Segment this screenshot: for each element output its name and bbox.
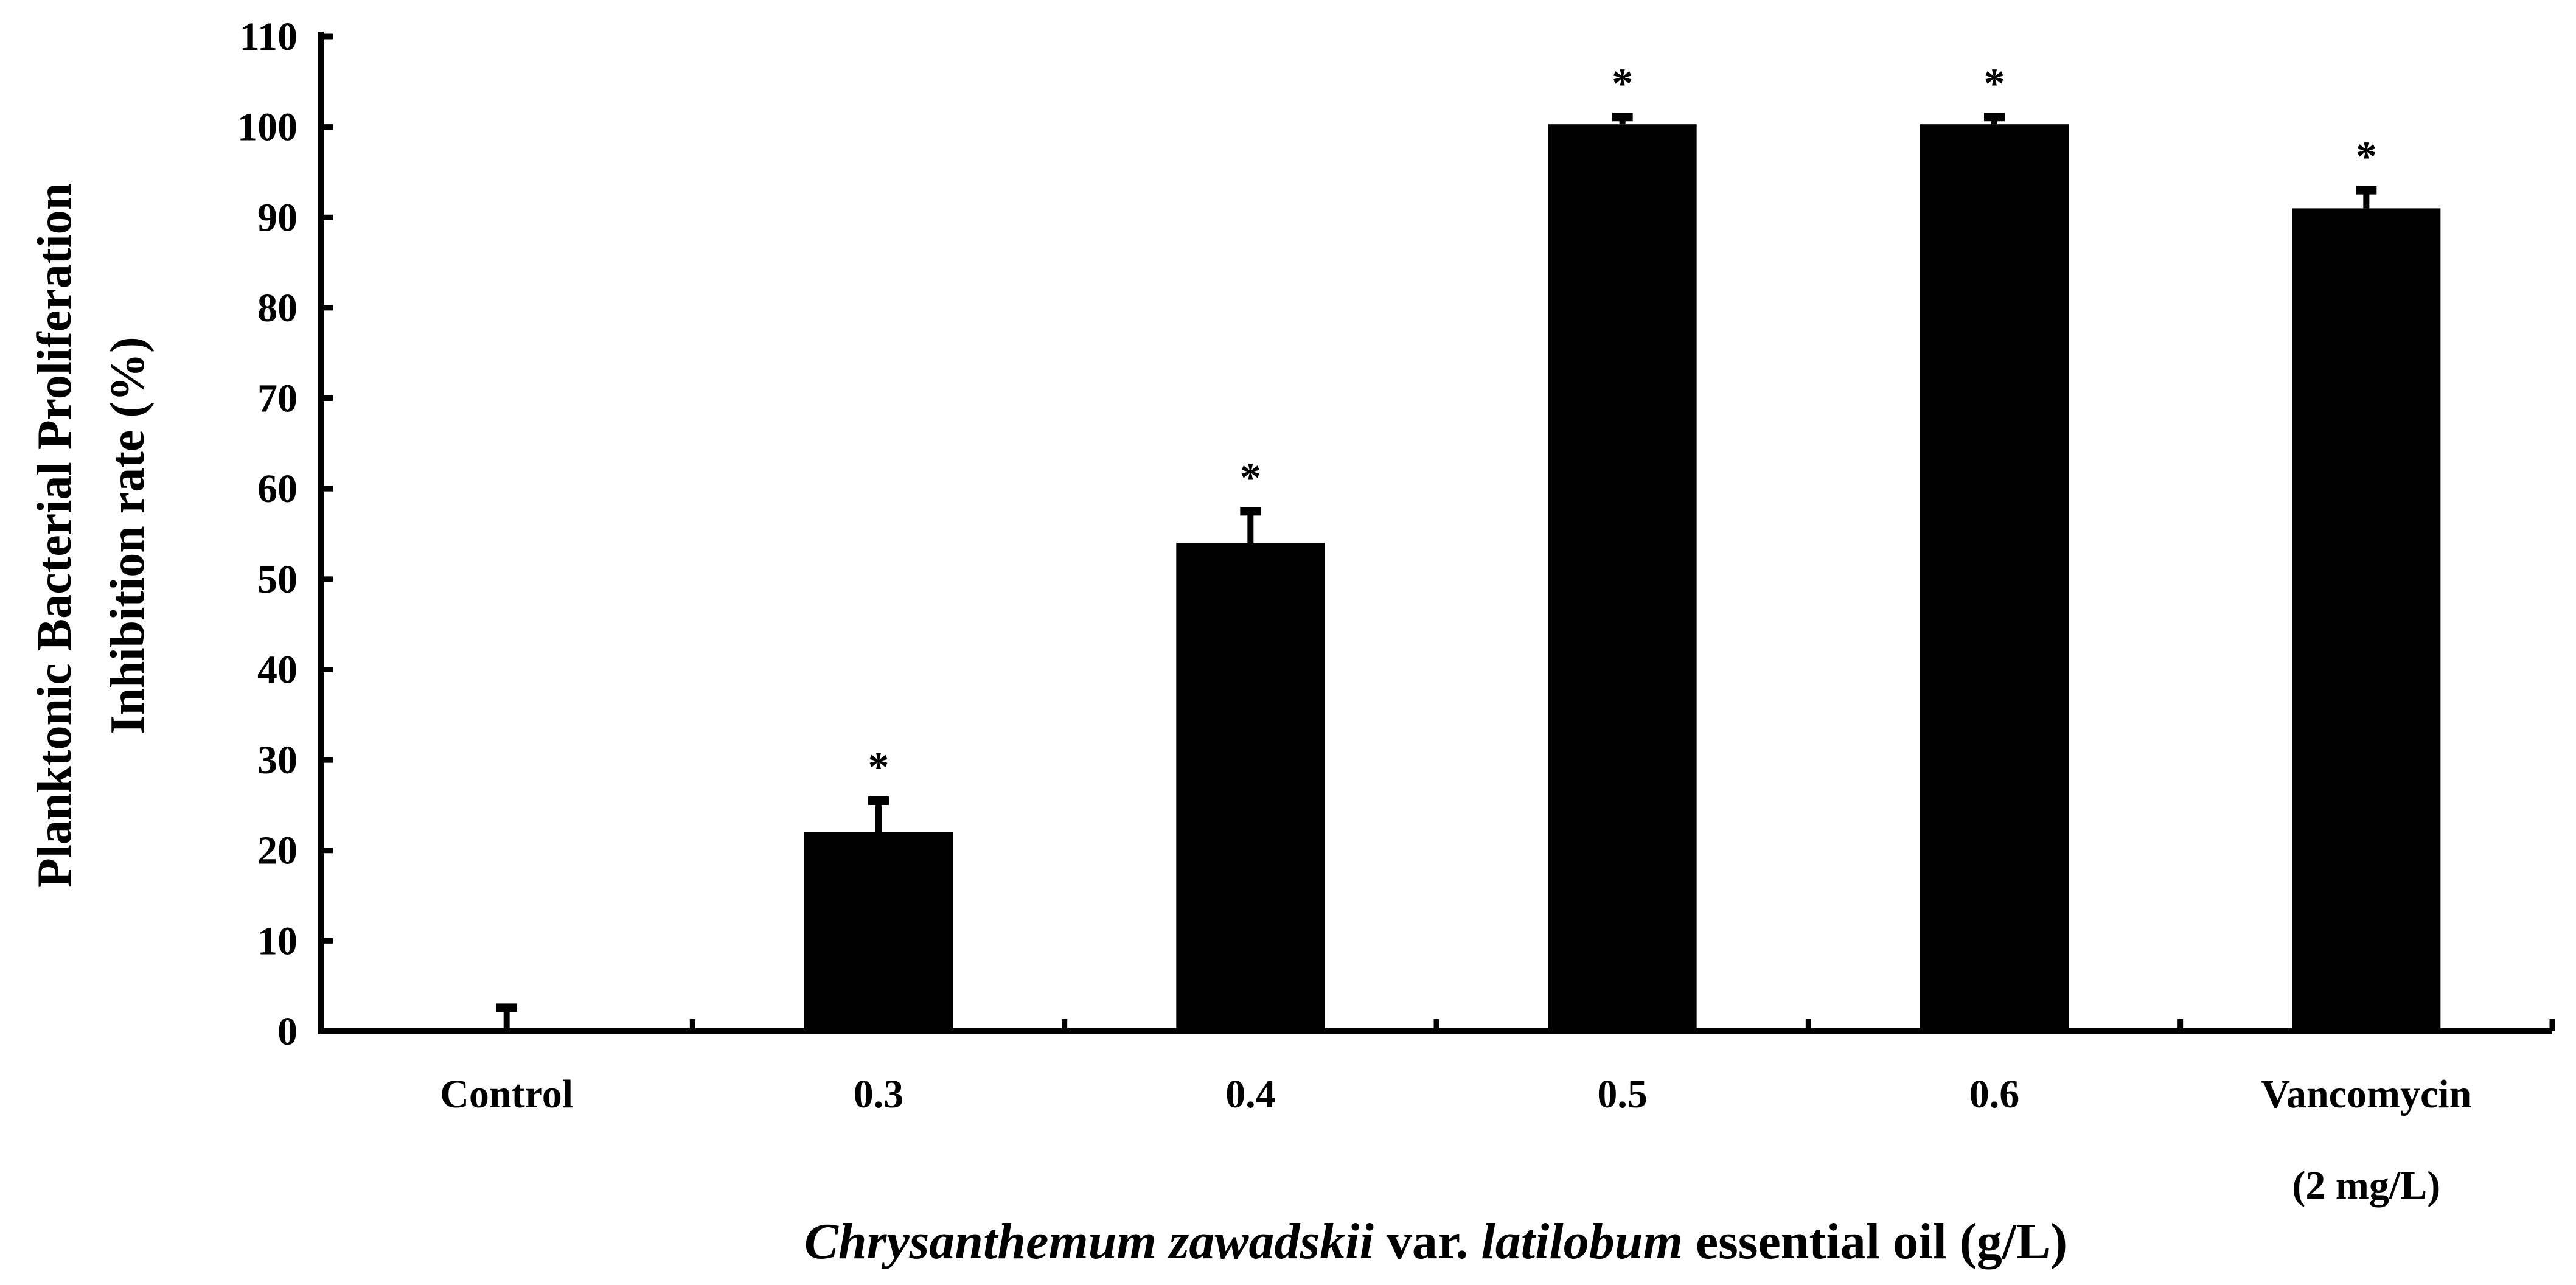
- y-tick-label: 10: [257, 919, 298, 963]
- bar: [1920, 124, 2069, 1032]
- y-axis-title: Planktonic Bacterial Proliferation: [28, 183, 82, 888]
- bar: [1176, 543, 1325, 1031]
- significance-marker: *: [1984, 60, 2005, 107]
- x-tick-label: 0.3: [854, 1072, 904, 1116]
- y-tick-label: 110: [240, 15, 298, 59]
- x-axis-title-part: latilobum: [1481, 1213, 1682, 1270]
- significance-marker: *: [868, 744, 889, 791]
- x-axis-title-part: var.: [1374, 1213, 1481, 1270]
- bars-group: * * * * *: [496, 60, 2441, 1032]
- significance-marker: *: [1240, 454, 1261, 501]
- y-tick-label: 90: [257, 195, 298, 240]
- bar: [804, 832, 953, 1031]
- y-axis-title: Inhibition rate (%): [101, 336, 155, 734]
- y-tick-label: 60: [257, 467, 298, 511]
- significance-marker: *: [1612, 60, 1633, 107]
- x-axis-title-part: Chrysanthemum zawadskii: [804, 1213, 1374, 1270]
- y-tick-label: 80: [257, 286, 298, 330]
- significance-marker: *: [2356, 134, 2377, 181]
- x-axis-title: Chrysanthemum zawadskii var. latilobum e…: [804, 1213, 2067, 1270]
- x-tick-label: Control: [440, 1072, 573, 1116]
- x-tick-label: Vancomycin: [2261, 1072, 2471, 1116]
- x-tick-label: 0.4: [1225, 1072, 1276, 1116]
- y-tick-label: 0: [277, 1009, 298, 1054]
- x-tick-label: (2 mg/L): [2292, 1163, 2440, 1208]
- y-tick-label: 20: [257, 829, 298, 873]
- y-axis: 0 10 20 30 40 50 60 70 80 90 100 110: [237, 15, 333, 1054]
- x-tick-label: 0.5: [1597, 1072, 1648, 1116]
- x-axis: Control 0.3 0.4 0.5 0.6 Vancomycin (2 mg/L): [318, 1019, 2555, 1208]
- y-tick-label: 100: [237, 105, 298, 150]
- x-axis-title-part: essential oil (g/L): [1683, 1213, 2067, 1270]
- bar: [2292, 208, 2441, 1032]
- y-tick-label: 50: [257, 557, 298, 602]
- y-tick-label: 70: [257, 377, 298, 421]
- bar: [1548, 124, 1697, 1032]
- x-tick-label: 0.6: [1969, 1072, 2020, 1116]
- y-tick-label: 30: [257, 738, 298, 782]
- y-tick-label: 40: [257, 647, 298, 692]
